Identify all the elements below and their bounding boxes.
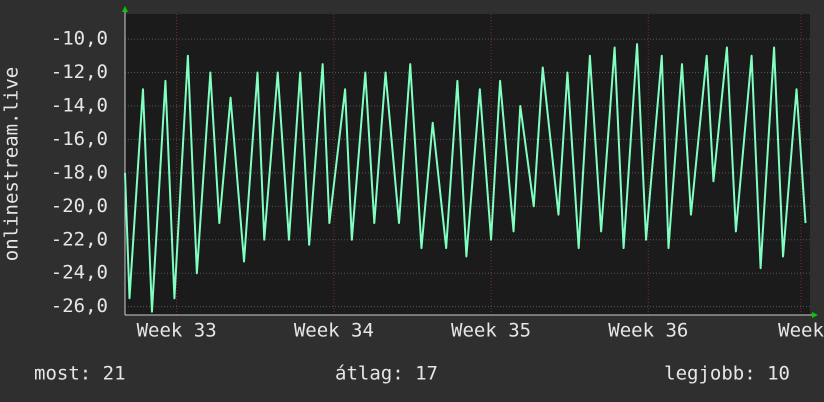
x-tick-label: Week 34 [294,320,374,342]
x-tick-label: Week [778,320,824,342]
x-tick-label: Week 33 [137,320,217,342]
y-tick-label: -18,0 [51,161,108,183]
data-line [124,43,807,313]
y-tick-label: -14,0 [51,94,108,116]
y-tick-label: -24,0 [51,262,108,284]
y-tick-label: -10,0 [51,28,108,50]
y-tick-label: -12,0 [51,61,108,83]
x-tick-label: Week 35 [451,320,531,342]
x-tick-label: Week 36 [608,320,688,342]
footer-average: átlag: 17 [335,363,438,385]
y-axis-label: onlinestream.live [1,67,23,261]
y-tick-label: -16,0 [51,128,108,150]
axis-arrow [812,312,818,318]
y-tick-label: -20,0 [51,195,108,217]
footer-best: legjobb: 10 [664,363,790,385]
footer-current: most: 21 [34,363,126,385]
axis-arrow [122,6,128,12]
y-tick-label: -22,0 [51,228,108,250]
y-tick-label: -26,0 [51,295,108,317]
